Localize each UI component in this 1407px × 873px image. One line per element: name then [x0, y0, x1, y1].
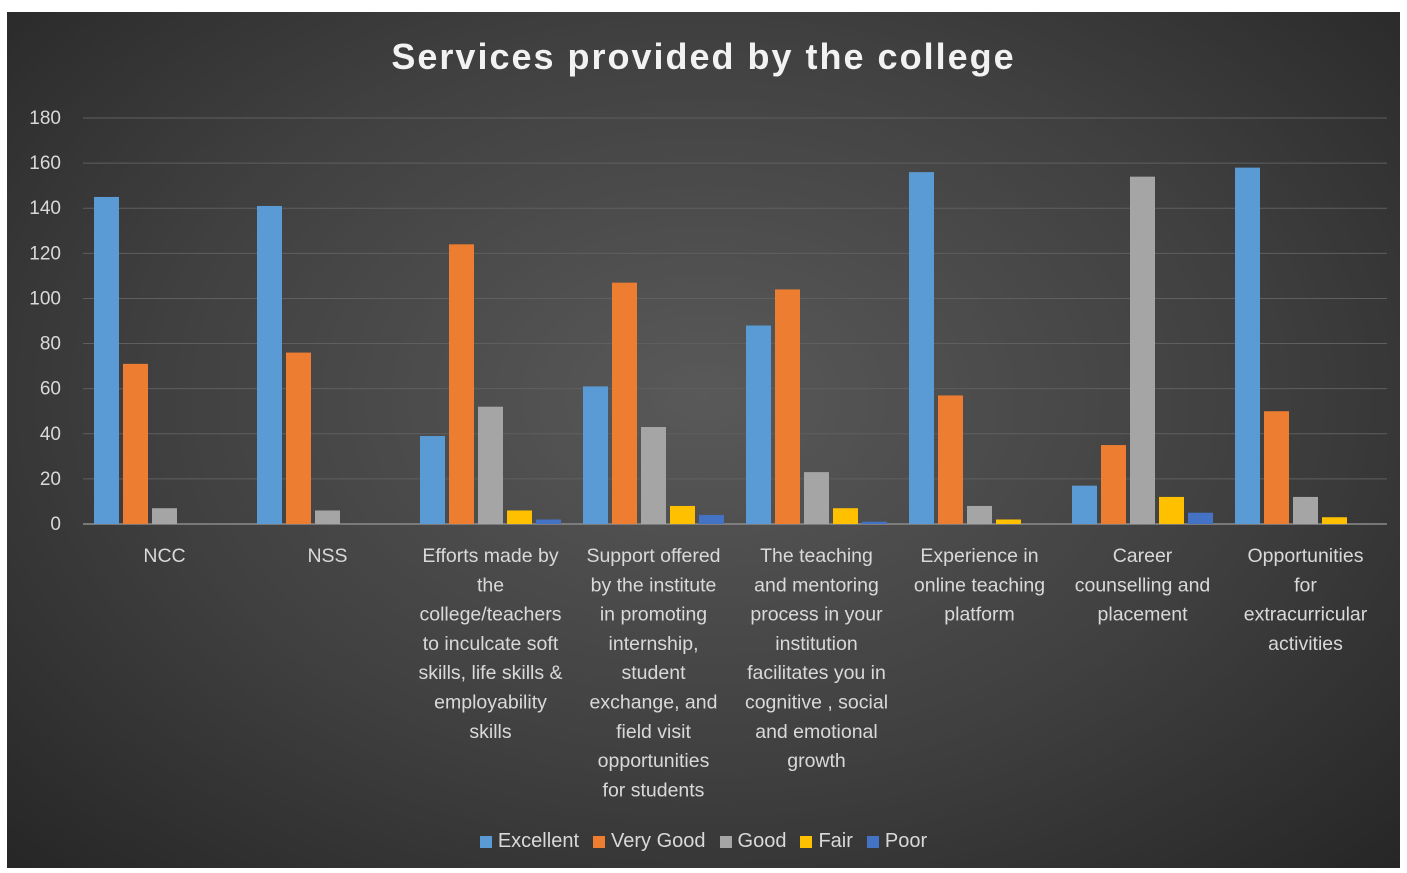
y-tick-label: 140: [29, 198, 61, 219]
bar-excellent: [94, 196, 119, 524]
legend-swatch: [719, 835, 732, 848]
bar-fair: [670, 505, 695, 524]
y-tick-label: 120: [29, 243, 61, 264]
bar-good: [478, 406, 503, 524]
bar-very-good: [1101, 445, 1126, 524]
legend-label: Poor: [884, 830, 928, 852]
legend-label: Fair: [818, 830, 853, 852]
bar-fair: [996, 519, 1021, 524]
bar-fair: [1159, 496, 1184, 524]
legend-item: Good: [719, 830, 787, 853]
bar-very-good: [612, 282, 637, 524]
legend-label: Excellent: [497, 830, 579, 852]
y-tick-label: 100: [29, 288, 61, 309]
bar-very-good: [938, 395, 963, 524]
bar-poor: [1188, 512, 1213, 524]
bar-very-good: [1264, 411, 1289, 524]
legend: Excellent Very Good Good Fair Poor: [7, 830, 1400, 853]
bar-good: [804, 472, 829, 524]
x-category-label: The teaching and mentoring process in your…: [745, 545, 888, 772]
x-category-label: Career counselling and placement: [1075, 545, 1211, 626]
x-category-label: NSS: [307, 545, 347, 567]
bar-excellent: [1072, 485, 1097, 524]
bar-very-good: [449, 244, 474, 525]
bar-poor: [862, 521, 887, 524]
x-category-label: Experience in online teaching platform: [914, 545, 1045, 626]
bar-fair: [1322, 517, 1347, 524]
bar-very-good: [123, 363, 148, 524]
legend-swatch: [866, 835, 879, 848]
bar-poor: [699, 514, 724, 524]
y-tick-label: 160: [29, 153, 61, 174]
bar-very-good: [286, 352, 311, 524]
x-category-label: Support offered by the institute in promot…: [586, 545, 720, 801]
legend-item: Excellent: [479, 830, 579, 853]
y-tick-label: 40: [40, 424, 61, 445]
bar-excellent: [909, 172, 934, 524]
bar-good: [1130, 176, 1155, 524]
legend-item: Poor: [866, 830, 928, 853]
bar-poor: [536, 519, 561, 524]
bar-good: [641, 427, 666, 524]
legend-swatch: [800, 835, 813, 848]
bar-good: [315, 510, 340, 524]
bar-fair: [833, 508, 858, 524]
legend-item: Very Good: [593, 830, 706, 853]
plot-area: 0 20 40 60 80 100 120 140 160 180 NCC NSS Efforts ma…: [29, 108, 1387, 801]
legend-item: Fair: [800, 830, 853, 853]
legend-label: Very Good: [611, 830, 706, 852]
chart-title: Services provided by the college: [391, 36, 1016, 77]
bar-excellent: [746, 325, 771, 524]
bar-fair: [507, 510, 532, 524]
bar-excellent: [257, 205, 282, 524]
x-category-label: NCC: [143, 545, 185, 567]
y-tick-label: 60: [40, 379, 61, 400]
bar-excellent: [583, 386, 608, 524]
y-tick-label: 20: [40, 469, 61, 490]
chart-area: Services provided by the college 0 20 40 60…: [7, 12, 1400, 868]
bar-good: [152, 508, 177, 524]
legend-swatch: [593, 835, 605, 848]
bar-very-good: [775, 289, 800, 524]
x-category-label: Efforts made by the college/teachers to inc…: [418, 545, 562, 743]
bar-good: [967, 505, 992, 524]
bar-excellent: [420, 436, 445, 524]
y-tick-label: 180: [29, 108, 61, 129]
y-tick-label: 80: [40, 334, 61, 355]
x-category-label: Opportunities for extracurricular activitie…: [1244, 545, 1368, 655]
legend-swatch: [479, 835, 492, 848]
bar-good: [1293, 496, 1318, 524]
y-tick-label: 0: [50, 514, 61, 535]
legend-label: Good: [737, 830, 787, 852]
bar-excellent: [1235, 167, 1260, 524]
